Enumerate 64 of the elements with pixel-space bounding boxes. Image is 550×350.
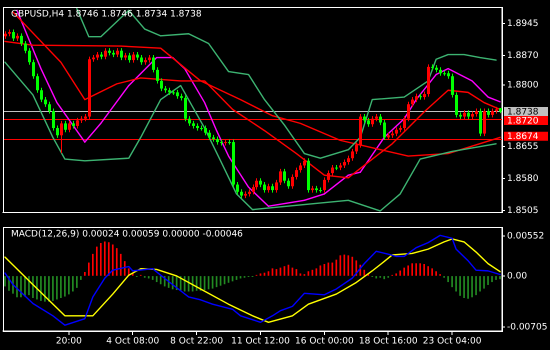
candlestick <box>287 178 290 190</box>
ref-line-label: 1.8674 <box>507 132 539 142</box>
y-tick-label: 1.8580 <box>507 174 539 184</box>
y-tick-label: 0.00 <box>507 271 528 282</box>
candlestick <box>44 96 47 108</box>
candlestick <box>140 54 143 66</box>
x-tick-label: 8 Oct 22:00 <box>170 336 224 347</box>
candlestick <box>152 54 155 73</box>
candlestick <box>128 52 131 64</box>
candlestick <box>204 125 207 136</box>
candlestick <box>383 119 386 140</box>
candlestick <box>255 178 258 190</box>
candlestick <box>275 179 278 194</box>
candlestick <box>263 182 266 194</box>
candlestick <box>156 66 159 84</box>
candlestick <box>279 168 282 186</box>
x-tick-label: 18 Oct 16:00 <box>358 336 418 347</box>
ref-line-label: 1.8738 <box>507 107 539 118</box>
x-tick-label: 11 Oct 12:00 <box>231 336 290 347</box>
y-tick-label: 1.8870 <box>507 50 539 61</box>
y-tick-label: 1.8800 <box>507 80 539 90</box>
candlestick <box>443 70 446 76</box>
candlestick <box>132 52 135 64</box>
candlestick <box>104 48 107 60</box>
y-tick-label: -0.00705 <box>507 322 548 332</box>
candlestick <box>351 148 354 162</box>
candlestick <box>455 92 458 118</box>
y-tick-label: 1.8655 <box>507 142 538 152</box>
candlestick <box>184 94 187 122</box>
candlestick <box>355 142 358 154</box>
candlestick <box>208 130 211 140</box>
candlestick <box>236 182 239 195</box>
candlestick <box>160 78 163 92</box>
candlestick <box>56 125 59 138</box>
candlestick <box>20 32 23 47</box>
candlestick <box>188 116 191 126</box>
candlestick <box>120 48 123 61</box>
candlestick <box>303 158 306 168</box>
candlestick <box>479 108 482 137</box>
candlestick <box>12 28 15 42</box>
y-tick-label: 1.8945 <box>507 18 538 29</box>
candlestick <box>283 168 286 184</box>
candlestick <box>291 174 294 190</box>
candlestick <box>64 120 67 133</box>
chart-title: MACD(12,26,9) 0.00024 0.00059 0.00000 -0.00046 <box>11 230 244 240</box>
candlestick <box>48 101 51 114</box>
candlestick <box>299 162 302 174</box>
candlestick <box>24 40 27 54</box>
candlestick <box>411 96 414 108</box>
candlestick <box>36 73 39 94</box>
x-tick-label: 23 Oct 04:00 <box>422 336 482 347</box>
candlestick <box>32 59 35 80</box>
candlestick <box>40 87 43 103</box>
y-tick-label: 0.00552 <box>507 231 544 242</box>
candlestick <box>295 167 298 180</box>
candlestick <box>28 48 31 66</box>
candlestick <box>451 73 454 98</box>
candlestick <box>379 114 382 126</box>
y-tick-label: 1.8505 <box>507 206 538 216</box>
ref-line-label: 1.8720 <box>507 116 539 126</box>
x-tick-label: 20:00 <box>56 336 82 347</box>
x-tick-label: 16 Oct 00:00 <box>295 336 354 347</box>
candlestick <box>52 108 55 132</box>
x-tick-label: 4 Oct 08:00 <box>106 336 160 347</box>
